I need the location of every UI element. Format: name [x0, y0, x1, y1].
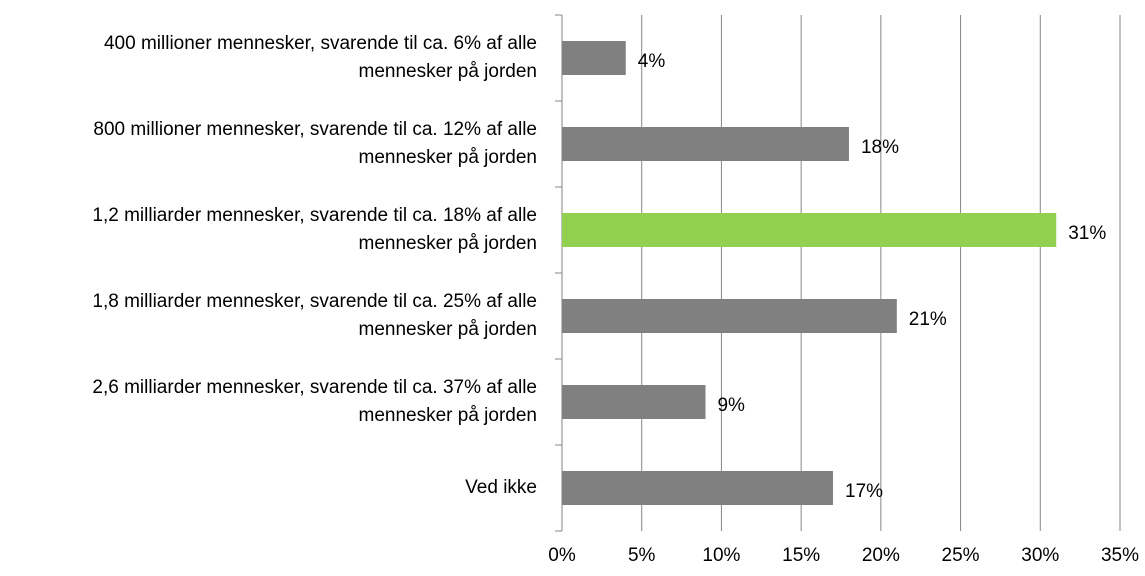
bar — [562, 471, 834, 505]
x-tick-label: 20% — [862, 545, 900, 566]
x-tick-label: 0% — [548, 545, 576, 566]
y-tick-label: 1,8 milliarder mennesker, svarende til c… — [92, 291, 537, 340]
x-tick-label: 25% — [942, 545, 980, 566]
y-tick-label: 2,6 milliarder mennesker, svarende til c… — [92, 377, 537, 426]
bar — [562, 41, 626, 75]
data-label: 4% — [638, 51, 666, 72]
x-tick-label: 10% — [702, 545, 740, 566]
y-tick-label: 400 millioner mennesker, svarende til ca… — [103, 33, 537, 82]
x-tick-label: 30% — [1021, 545, 1059, 566]
y-tick-label: 800 millioner mennesker, svarende til ca… — [93, 119, 537, 168]
data-label: 17% — [845, 481, 883, 502]
data-label: 31% — [1068, 223, 1106, 244]
y-tick-label: 1,2 milliarder mennesker, svarende til c… — [92, 205, 537, 254]
x-tick-label: 35% — [1101, 545, 1139, 566]
y-tick-label: Ved ikke — [465, 477, 537, 498]
data-label: 9% — [717, 395, 745, 416]
data-label: 21% — [909, 309, 947, 330]
bar — [562, 213, 1057, 247]
bar — [562, 127, 849, 161]
x-tick-label: 15% — [782, 545, 820, 566]
bar — [562, 299, 897, 333]
bar — [562, 385, 706, 419]
data-label: 18% — [861, 137, 899, 158]
x-tick-label: 5% — [628, 545, 656, 566]
